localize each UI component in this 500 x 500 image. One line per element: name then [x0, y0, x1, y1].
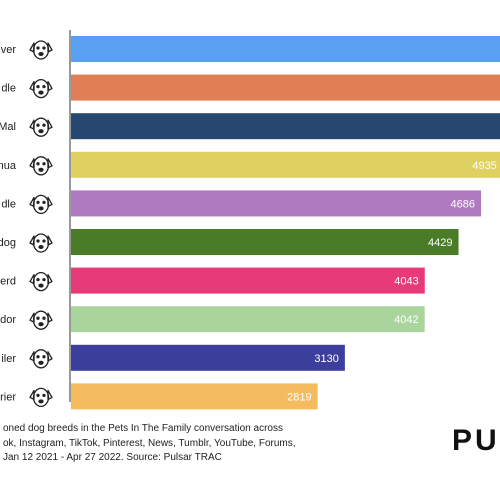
value-label-8: 4042 — [394, 314, 418, 326]
footnote-line-1: oned dog breeds in the Pets In The Famil… — [3, 423, 283, 434]
footnote-line-3: Jan 12 2021 - Apr 27 2022. Source: Pulsa… — [3, 452, 222, 463]
value-label-9: 3130 — [314, 353, 338, 365]
dog-face-icon — [29, 40, 53, 60]
rottweiler-face-icon — [29, 349, 53, 369]
category-label-1: ver — [1, 44, 17, 56]
category-label-7: erd — [0, 276, 16, 288]
bar-1 — [71, 36, 500, 62]
poodle-face-icon — [29, 78, 53, 99]
labrador-face-icon — [29, 310, 53, 330]
bar-10 — [71, 383, 318, 410]
category-label-6: dog — [0, 237, 16, 249]
bar-2 — [71, 74, 500, 101]
bar-5 — [71, 190, 482, 217]
footnote: oned dog breeds in the Pets In The Famil… — [3, 422, 333, 466]
value-label-10: 2819 — [287, 391, 311, 403]
bar-7 — [71, 267, 425, 294]
category-label-10: rier — [0, 391, 16, 403]
bar-8 — [71, 306, 425, 333]
category-label-3: Mal — [0, 121, 16, 133]
terrier-face-icon — [29, 387, 53, 408]
value-label-7: 4043 — [394, 276, 418, 288]
husky-face-icon — [29, 117, 53, 137]
category-label-4: nua — [0, 160, 17, 172]
value-label-6: 4429 — [428, 237, 452, 249]
category-label-5: dle — [1, 198, 16, 210]
poodle-face-icon — [29, 194, 53, 215]
value-label-5: 4686 — [451, 198, 475, 210]
chihuahua-face-icon — [29, 156, 53, 176]
category-label-2: dle — [1, 83, 16, 95]
bar-9 — [71, 344, 345, 371]
german-shepherd-face-icon — [29, 271, 53, 292]
category-label-9: iler — [1, 353, 16, 365]
bar-3 — [71, 113, 500, 140]
bar-6 — [71, 229, 459, 255]
value-label-4: 4935 — [472, 160, 496, 172]
footnote-line-2: ok, Instagram, TikTok, Pinterest, News, … — [3, 437, 296, 449]
category-label-8: dor — [0, 314, 16, 326]
brand-logo: PUL — [452, 424, 500, 457]
bar-4 — [71, 151, 500, 178]
pug-face-icon — [29, 233, 53, 253]
